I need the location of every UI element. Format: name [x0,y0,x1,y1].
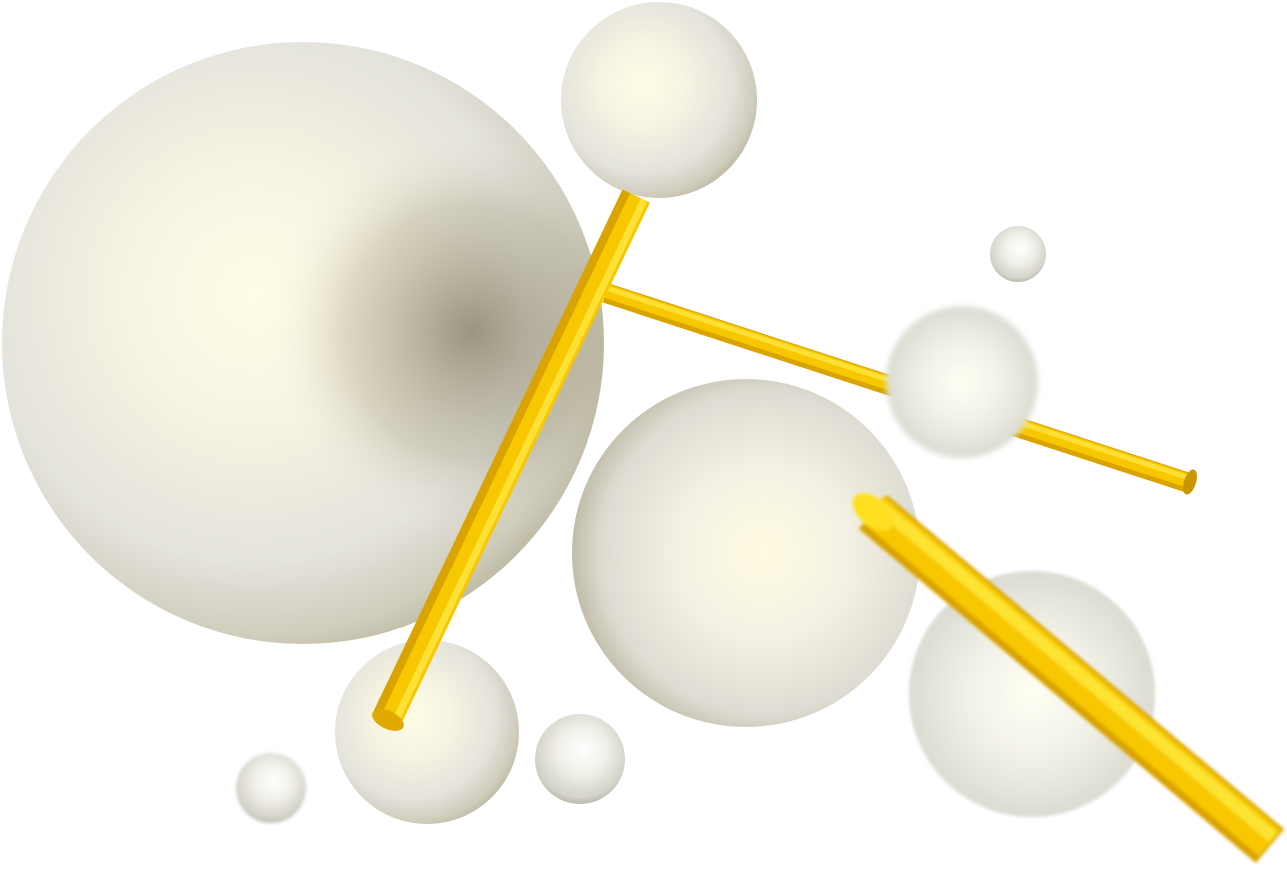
sphere-right-lower [909,571,1155,817]
sphere-center [572,379,920,727]
rod-diagonal-left [372,189,650,731]
sphere-bottom-small [535,714,625,804]
sphere-large-left [2,42,604,644]
sphere-bottom-medium [335,640,519,824]
sphere-mid-right [886,306,1038,458]
rod-thick-right [852,493,1285,863]
sphere-top [561,2,757,198]
sphere-tiny-top-right [990,226,1046,282]
sphere-bottom-tiny [236,753,306,823]
